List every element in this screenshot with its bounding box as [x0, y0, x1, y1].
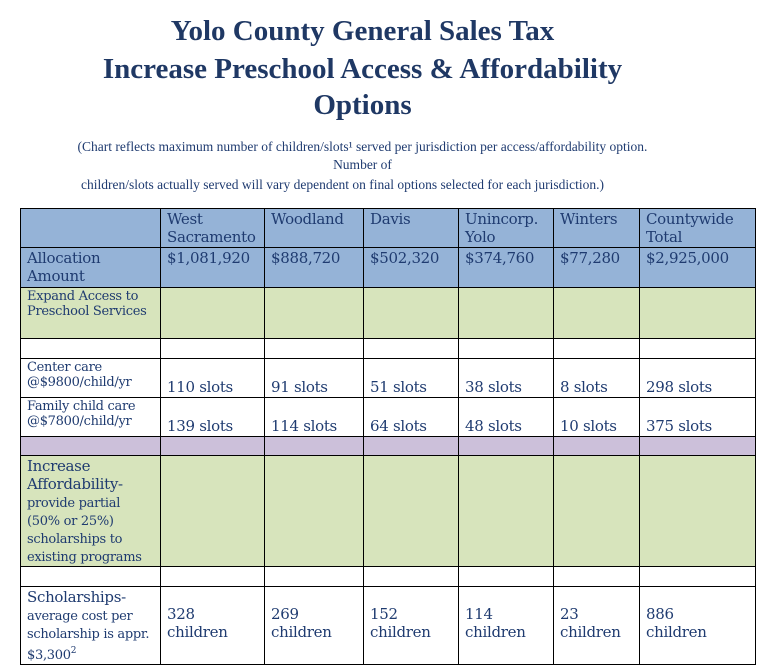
- row-label: Expand Access to Preschool Services: [20, 287, 161, 339]
- spacer-row: [20, 566, 756, 587]
- allocation-table: West Sacramento Woodland Davis Unincorp.…: [20, 208, 756, 665]
- label-line: Scholarships-: [27, 588, 126, 606]
- cell: $374,760: [458, 247, 554, 288]
- family-care-row: Family child care @$7800/child/yr 139 slo…: [20, 397, 756, 437]
- cell: 886 children: [639, 586, 756, 665]
- cell: 64 slots: [363, 397, 459, 437]
- label-line: @$9800/child/yr: [27, 375, 132, 390]
- allocation-row: Allocation Amount $1,081,920 $888,720 $5…: [20, 247, 756, 288]
- cell: 152 children: [363, 586, 459, 665]
- label-line: average cost per scholarship is appr.: [27, 609, 150, 642]
- header-cell: Woodland: [264, 208, 364, 248]
- row-label: Center care @$9800/child/yr: [20, 358, 161, 398]
- cell: 269 children: [264, 586, 364, 665]
- cell: 110 slots: [160, 358, 265, 398]
- cell: 38 slots: [458, 358, 554, 398]
- cell: $888,720: [264, 247, 364, 288]
- header-cell: Countywide Total: [639, 208, 756, 248]
- title-line-3: Options: [313, 89, 412, 121]
- label-line: Increase Affordability-: [27, 457, 123, 493]
- center-care-row: Center care @$9800/child/yr 110 slots 91 …: [20, 358, 756, 398]
- label-line: Center care: [27, 360, 102, 375]
- title-line-1: Yolo County General Sales Tax: [170, 15, 555, 47]
- expand-row: Expand Access to Preschool Services: [20, 287, 756, 339]
- label-line: @$7800/child/yr: [27, 414, 132, 429]
- cell: 10 slots: [553, 397, 640, 437]
- cell: 298 slots: [639, 358, 756, 398]
- header-row: West Sacramento Woodland Davis Unincorp.…: [20, 208, 756, 248]
- spacer-row: [20, 338, 756, 359]
- affordability-row: Increase Affordability-provide partial (…: [20, 455, 756, 567]
- header-cell: Winters: [553, 208, 640, 248]
- cell: 23 children: [553, 586, 640, 665]
- cell: $1,081,920: [160, 247, 265, 288]
- cell: 91 slots: [264, 358, 364, 398]
- cell: 114 children: [458, 586, 554, 665]
- cell: $2,925,000: [639, 247, 756, 288]
- header-blank: [20, 208, 161, 248]
- cell: 114 slots: [264, 397, 364, 437]
- header-cell: West Sacramento: [160, 208, 265, 248]
- header-cell: Davis: [363, 208, 459, 248]
- divider-row: [20, 436, 756, 456]
- cell: 375 slots: [639, 397, 756, 437]
- cell: 51 slots: [363, 358, 459, 398]
- row-label: Scholarships-average cost per scholarshi…: [20, 586, 161, 665]
- header-cell: Unincorp. Yolo: [458, 208, 554, 248]
- cell: 48 slots: [458, 397, 554, 437]
- row-label: Increase Affordability-provide partial (…: [20, 455, 161, 567]
- row-label: Allocation Amount: [20, 247, 161, 288]
- scholarship-row: Scholarships-average cost per scholarshi…: [20, 586, 756, 665]
- label-line: $3,300: [27, 648, 71, 663]
- label-line: Family child care: [27, 399, 136, 414]
- cell: $502,320: [363, 247, 459, 288]
- cell: $77,280: [553, 247, 640, 288]
- cell: 8 slots: [553, 358, 640, 398]
- row-label: Family child care @$7800/child/yr: [20, 397, 161, 437]
- title-line-2: Increase Preschool Access & Affordabilit…: [102, 53, 623, 85]
- subtitle-line-2: Number of: [333, 157, 392, 172]
- label-line: provide partial (50% or 25%) scholarship…: [27, 496, 142, 565]
- subtitle-line-3: children/slots actually served will vary…: [81, 177, 604, 192]
- cell: 328 children: [160, 586, 265, 665]
- subtitle-line-1: (Chart reflects maximum number of childr…: [77, 139, 648, 154]
- footnote-mark: 2: [70, 646, 77, 656]
- cell: 139 slots: [160, 397, 265, 437]
